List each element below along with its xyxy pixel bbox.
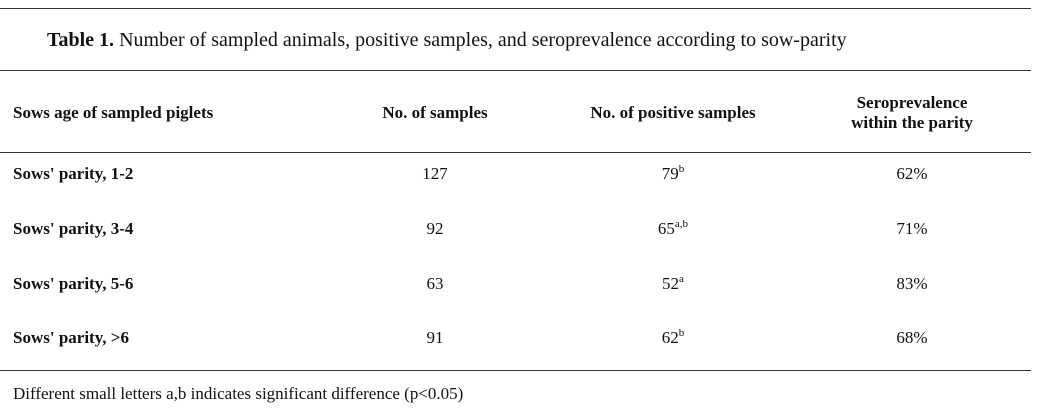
cell-samples-parity-over-6: 91	[426, 328, 444, 347]
cell-positive-superscript: b	[678, 327, 685, 339]
cell-positive-value: 65	[657, 219, 675, 238]
cell-seroprevalence-parity-1-2: 62%	[896, 164, 928, 183]
row-label-parity-3-4: Sows' parity, 3-4	[13, 219, 134, 238]
cell-positive-value: 52	[662, 274, 680, 293]
table-bottom-rule	[0, 370, 1031, 371]
cell-positive-superscript: b	[678, 163, 685, 175]
table-caption: Table 1. Number of sampled animals, posi…	[47, 29, 847, 52]
cell-seroprevalence-parity-3-4: 71%	[896, 219, 928, 238]
header-top-rule	[0, 70, 1031, 71]
cell-positive-parity-5-6: 52a	[662, 274, 684, 294]
cell-samples-parity-3-4: 92	[426, 219, 444, 238]
row-label-parity-1-2: Sows' parity, 1-2	[13, 164, 134, 183]
column-header-seroprevalence: Seroprevalence within the parity	[851, 93, 973, 133]
cell-positive-value: 79	[661, 164, 679, 183]
cell-positive-parity-1-2: 79b	[662, 164, 685, 184]
cell-positive-superscript: a	[679, 273, 684, 285]
row-label-parity-5-6: Sows' parity, 5-6	[13, 274, 134, 293]
cell-positive-parity-3-4: 65a,b	[658, 219, 688, 239]
column-header-age: Sows age of sampled piglets	[13, 103, 214, 122]
cell-positive-value: 62	[661, 328, 679, 347]
table-footnote: Different small letters a,b indicates si…	[13, 384, 464, 403]
cell-seroprevalence-parity-over-6: 68%	[896, 328, 928, 347]
table-caption-label: Table 1.	[47, 29, 115, 51]
cell-samples-parity-5-6: 63	[426, 274, 444, 293]
column-header-seroprevalence-line1: Seroprevalence	[856, 93, 968, 112]
cell-samples-parity-1-2: 127	[422, 164, 448, 183]
row-label-parity-over-6: Sows' parity, >6	[13, 328, 129, 347]
column-header-positive: No. of positive samples	[590, 103, 756, 122]
table-caption-text: Number of sampled animals, positive samp…	[114, 29, 847, 51]
header-bottom-rule	[0, 152, 1031, 153]
cell-seroprevalence-parity-5-6: 83%	[896, 274, 928, 293]
column-header-seroprevalence-line2: within the parity	[851, 113, 973, 132]
cell-positive-parity-over-6: 62b	[662, 328, 685, 348]
top-rule	[0, 8, 1031, 9]
cell-positive-superscript: a,b	[674, 218, 689, 230]
column-header-samples: No. of samples	[382, 103, 488, 122]
